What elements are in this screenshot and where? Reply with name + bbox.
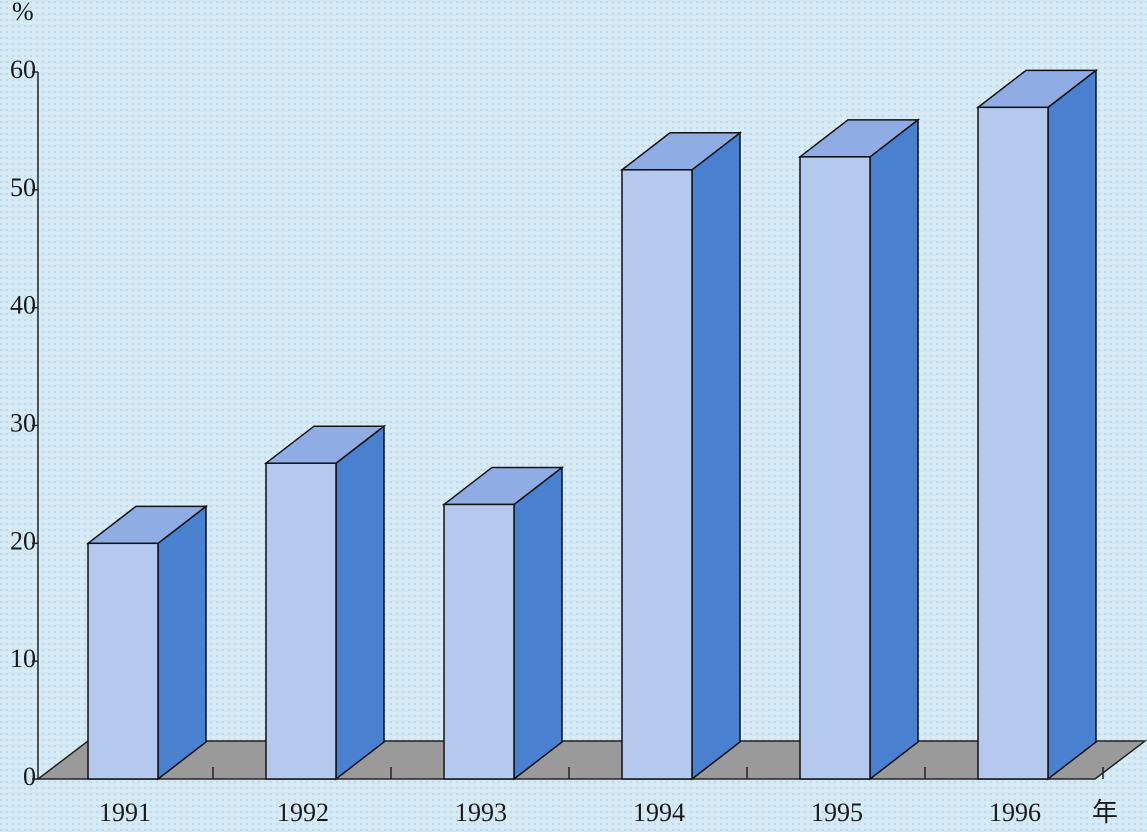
y-tick-label: 0 xyxy=(23,762,36,791)
y-axis-label: % xyxy=(12,0,34,26)
x-tick-label: 1995 xyxy=(811,798,863,827)
bar xyxy=(443,503,515,780)
x-tick-label: 1994 xyxy=(633,798,685,827)
x-axis-label: 年 xyxy=(1092,798,1118,827)
y-tick-label: 10 xyxy=(10,644,36,673)
x-tick-label: 1991 xyxy=(99,798,151,827)
bar-side xyxy=(691,131,741,781)
bar-side xyxy=(335,424,385,781)
x-tick-label: 1992 xyxy=(277,798,329,827)
y-tick-label: 50 xyxy=(10,173,36,202)
y-tick-label: 60 xyxy=(10,55,36,84)
bar xyxy=(265,462,337,780)
bar xyxy=(621,169,693,780)
bar-side xyxy=(1047,68,1097,781)
x-tick-label: 1996 xyxy=(989,798,1041,827)
y-tick-label: 20 xyxy=(10,526,36,555)
bar xyxy=(977,106,1049,780)
bar xyxy=(87,542,159,780)
y-tick-label: 40 xyxy=(10,291,36,320)
bar-side xyxy=(157,504,207,781)
bar-side xyxy=(869,118,919,781)
bar xyxy=(799,156,871,780)
bar-side xyxy=(513,465,563,781)
y-tick-label: 30 xyxy=(10,408,36,437)
x-tick-label: 1993 xyxy=(455,798,507,827)
